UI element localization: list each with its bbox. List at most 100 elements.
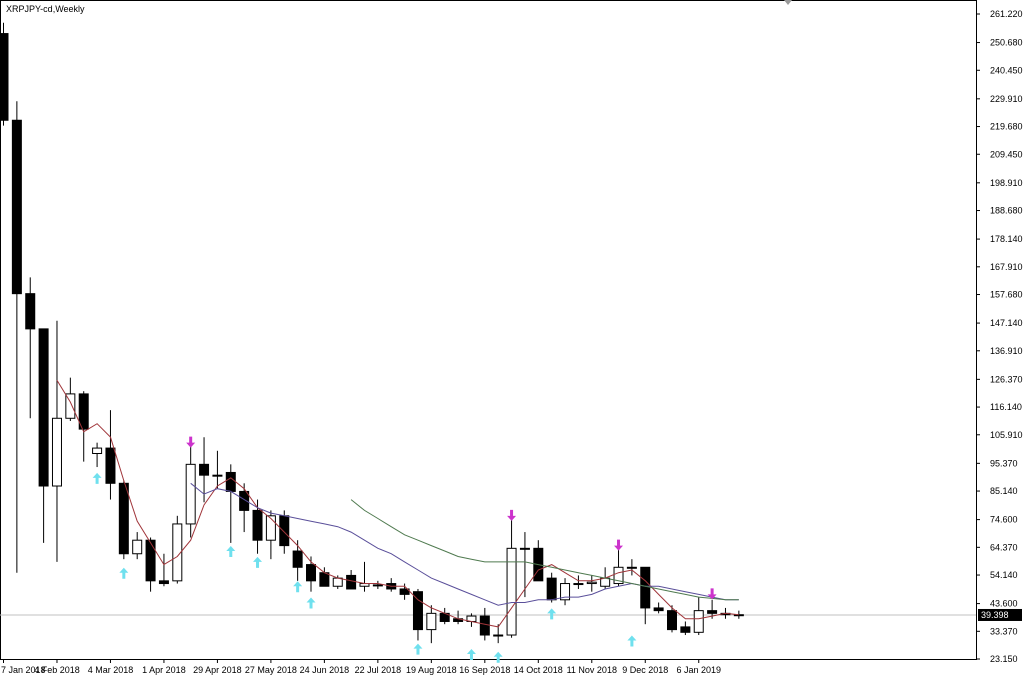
candle-body-bear	[640, 566, 651, 609]
candle[interactable]	[185, 442, 196, 538]
candle-body-bear	[319, 572, 330, 587]
up-arrow-icon	[306, 597, 316, 609]
candle-body-bear	[372, 584, 383, 587]
candle[interactable]	[105, 410, 116, 500]
candle-body-bull	[426, 612, 437, 631]
y-tick-label: 74.600	[990, 515, 1018, 525]
candle-body-bull	[132, 539, 143, 555]
candle[interactable]	[65, 377, 76, 421]
candle[interactable]	[292, 540, 303, 581]
down-arrow-icon	[614, 539, 624, 551]
candle-body-bear	[225, 471, 236, 492]
candle[interactable]	[132, 532, 143, 560]
x-tick-label: 11 Nov 2018	[567, 665, 617, 675]
candle[interactable]	[145, 537, 156, 592]
candle[interactable]	[118, 480, 129, 560]
candle[interactable]	[667, 605, 677, 633]
up-arrow-icon	[226, 546, 236, 558]
candle-body-bear	[653, 607, 664, 612]
x-tick-label: 4 Mar 2018	[88, 665, 134, 675]
candle[interactable]	[92, 442, 103, 468]
x-tick-label: 29 Apr 2018	[193, 665, 242, 675]
candle[interactable]	[586, 575, 597, 592]
candle-body-bear	[306, 564, 317, 582]
candle[interactable]	[172, 515, 183, 584]
candle-body-bear	[11, 119, 22, 295]
x-tick-label: 9 Dec 2018	[622, 665, 668, 675]
candle-body-bull	[92, 447, 103, 455]
candle-body-bear	[680, 626, 691, 633]
candle[interactable]	[372, 580, 383, 589]
candle-body-bull	[586, 581, 597, 585]
candle[interactable]	[573, 575, 584, 589]
candle[interactable]	[11, 101, 22, 573]
candle[interactable]	[252, 499, 263, 554]
candle[interactable]	[613, 548, 624, 587]
candle-body-bear	[212, 474, 223, 477]
candle-body-bear	[145, 539, 156, 582]
candle-body-bear	[158, 580, 169, 585]
candle[interactable]	[199, 437, 210, 503]
candle-body-bear	[105, 447, 116, 484]
candle[interactable]	[733, 610, 744, 619]
candle[interactable]	[25, 277, 36, 419]
candle[interactable]	[626, 559, 637, 576]
candle-body-bull	[332, 577, 343, 587]
y-tick-label: 147.140	[990, 318, 1023, 328]
moving-average-line-1	[56, 380, 739, 628]
up-arrow-icon	[547, 608, 557, 620]
y-tick-label: 178.140	[990, 234, 1023, 244]
moving-averages-layer	[56, 380, 739, 628]
candle-body-bear	[118, 482, 129, 555]
candle[interactable]	[693, 597, 704, 636]
up-arrow-icon	[627, 635, 637, 647]
up-arrow-icon	[119, 567, 129, 579]
candle-body-bear	[707, 610, 718, 614]
candle[interactable]	[0, 22, 9, 126]
x-tick-label: 27 May 2018	[245, 665, 297, 675]
y-tick-label: 219.680	[990, 122, 1023, 132]
candle[interactable]	[78, 391, 89, 462]
candle[interactable]	[653, 602, 664, 614]
candle-body-bear	[626, 566, 637, 569]
y-tick-label: 33.370	[990, 626, 1018, 636]
candle[interactable]	[412, 588, 423, 641]
candle-body-bull	[172, 523, 183, 582]
candle[interactable]	[38, 328, 49, 543]
candle[interactable]	[519, 532, 530, 598]
x-tick-label: 19 Aug 2018	[406, 665, 457, 675]
candle[interactable]	[158, 553, 169, 587]
candle[interactable]	[506, 518, 517, 638]
candle-body-bear	[25, 293, 36, 330]
plot-frame	[0, 0, 977, 660]
y-tick-label: 198.910	[990, 178, 1023, 188]
candle[interactable]	[426, 605, 437, 644]
chart-title: XRPJPY-cd,Weekly	[6, 4, 85, 14]
current-price-tag-bg	[978, 608, 1022, 621]
window-scroll-marker-icon[interactable]	[784, 0, 792, 5]
candle[interactable]	[239, 483, 250, 533]
y-tick-label: 188.680	[990, 206, 1023, 216]
y-tick-label: 95.370	[990, 458, 1018, 468]
moving-average-line-3	[350, 499, 739, 601]
candle[interactable]	[212, 450, 223, 489]
candle-body-bull	[506, 547, 517, 636]
candle-body-bull	[600, 577, 611, 587]
candle[interactable]	[680, 621, 691, 636]
y-tick-label: 250.680	[990, 38, 1023, 48]
x-tick-label: 7 Jan 2018	[1, 665, 46, 675]
candle[interactable]	[51, 320, 62, 562]
x-tick-label: 24 Jun 2018	[300, 665, 350, 675]
y-tick-label: 229.910	[990, 94, 1023, 104]
current-price-tag: 39.398	[978, 608, 1022, 621]
candle-body-bear	[279, 515, 290, 547]
y-tick-label: 157.680	[990, 290, 1023, 300]
candle-body-bull	[51, 417, 62, 487]
candle-body-bull	[613, 566, 624, 585]
signal-arrows-layer	[92, 436, 717, 663]
up-arrow-icon	[92, 472, 102, 484]
candle[interactable]	[560, 578, 571, 606]
price-axis[interactable]: 261.220 250.680 240.450 229.910 219.680 209.4…	[976, 9, 1023, 664]
